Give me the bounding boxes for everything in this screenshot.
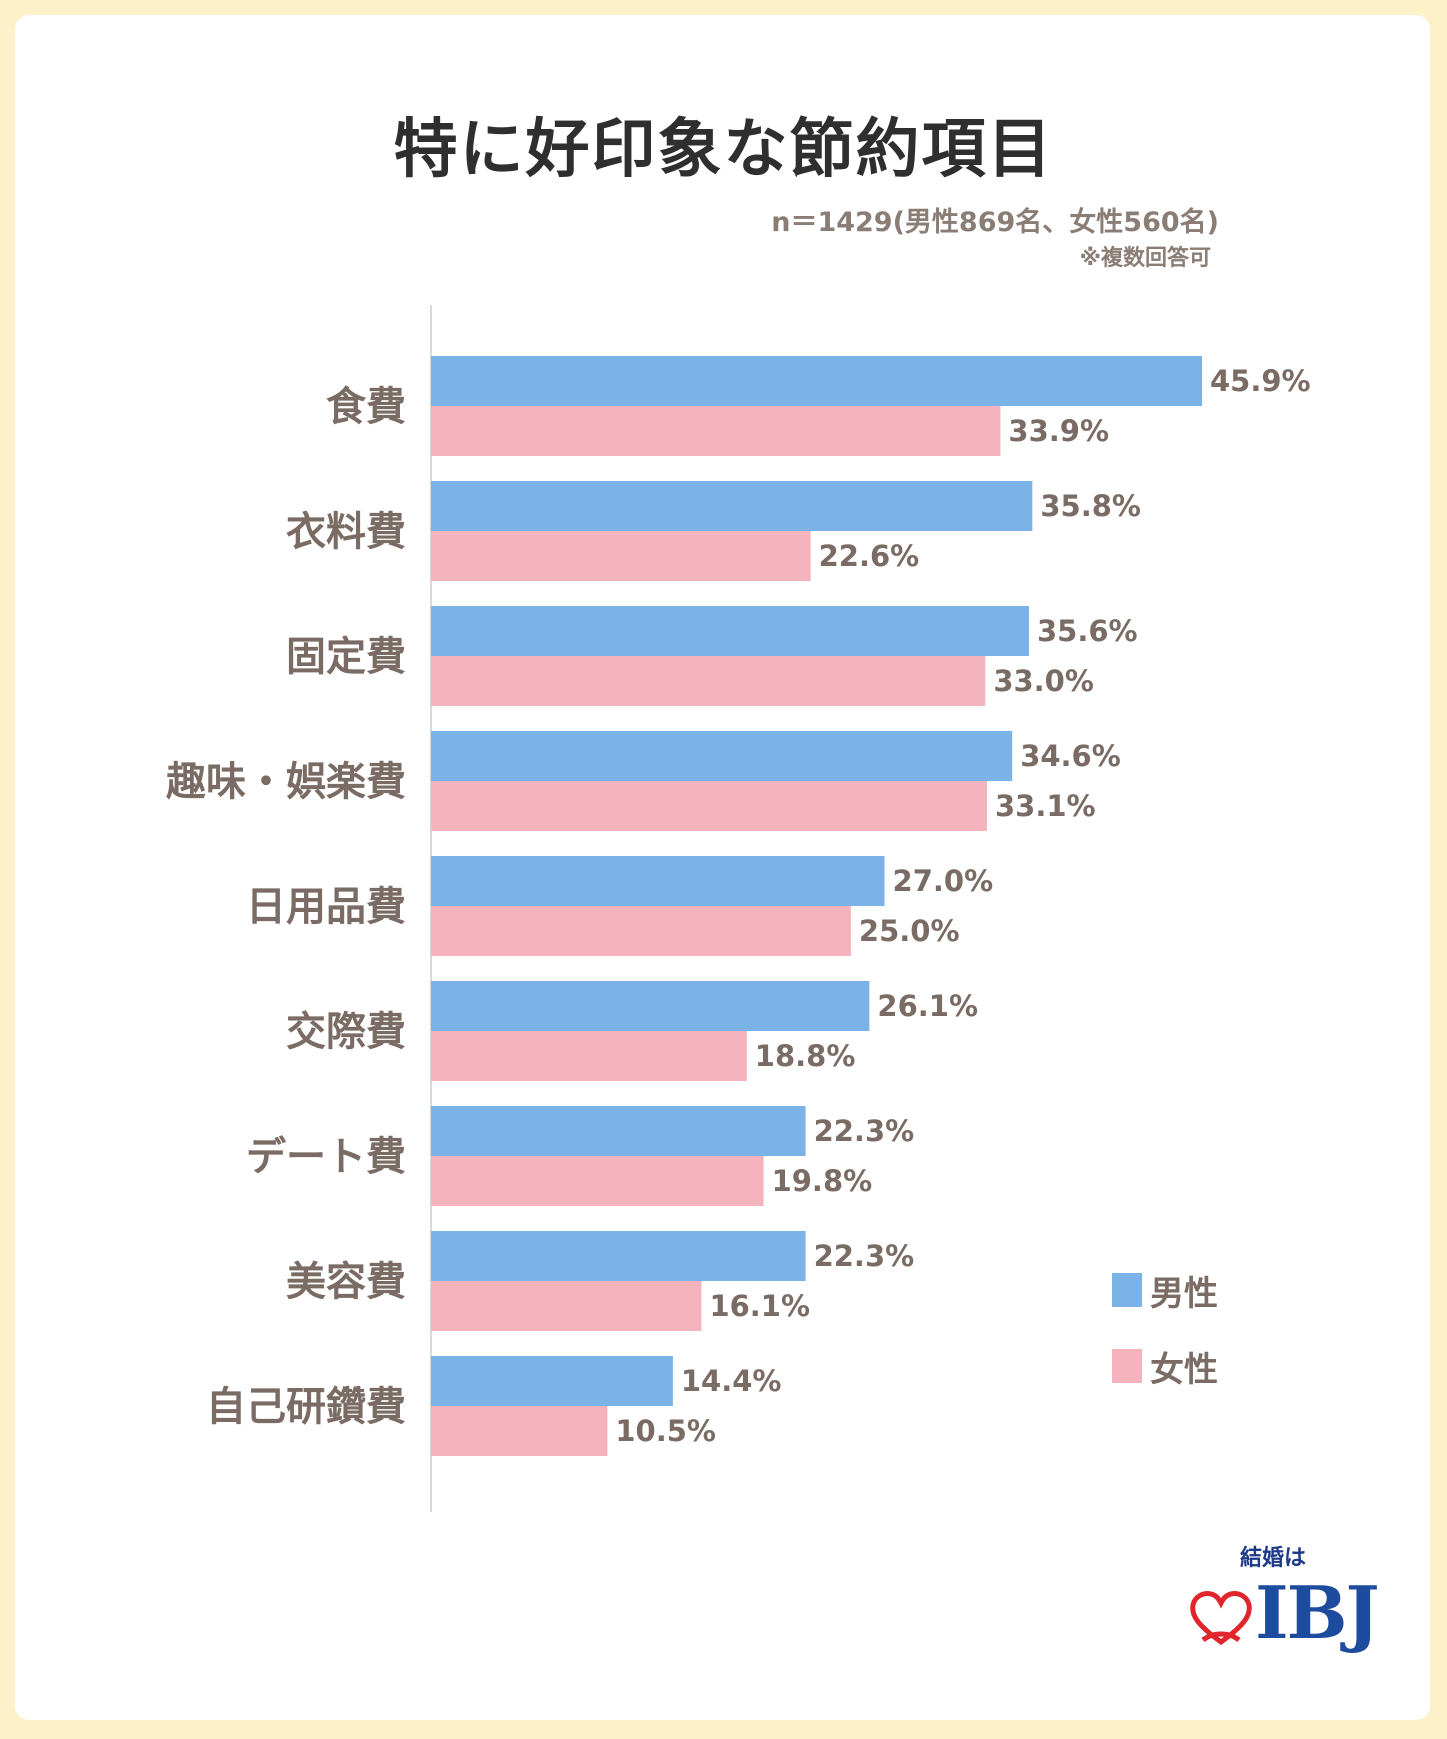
legend-item-male: 男性 [1112,1273,1218,1314]
bar-male [431,1356,673,1406]
multiple-answer-note: ※複数回答可 [1079,246,1211,271]
value-label-female: 33.9% [1008,414,1109,448]
bar-female [431,1406,608,1456]
category-label: 趣味・娯楽費 [166,759,406,805]
bar-male [431,856,885,906]
value-label-female: 25.0% [859,914,960,948]
bar-male [431,731,1013,781]
category-label: デート費 [246,1134,406,1180]
value-label-female: 33.1% [995,789,1096,823]
bar-female [431,1031,747,1081]
value-label-female: 16.1% [709,1289,810,1323]
bar-female [431,531,811,581]
category-label: 日用品費 [246,884,406,930]
chart-title: 特に好印象な節約項目 [393,113,1054,187]
value-label-male: 14.4% [681,1364,782,1398]
value-label-male: 45.9% [1210,364,1311,398]
bar-female [431,781,987,831]
category-label: 自己研鑽費 [206,1384,406,1430]
legend-label-female: 女性 [1150,1349,1218,1390]
value-label-female: 33.0% [993,664,1094,698]
bar-male [431,356,1202,406]
value-label-male: 22.3% [814,1114,915,1148]
heart-icon [1190,1591,1252,1646]
value-label-male: 34.6% [1020,739,1121,773]
bar-male [431,981,870,1031]
bar-female [431,656,986,706]
value-label-male: 22.3% [814,1239,915,1273]
legend-label-male: 男性 [1150,1273,1218,1314]
bar-male [431,481,1033,531]
ibj-logo: 結婚は IBJ [1185,1540,1385,1670]
value-label-male: 26.1% [877,989,978,1023]
bar-female [431,1156,764,1206]
bar-male [431,1231,806,1281]
legend-swatch-male [1112,1273,1142,1307]
value-label-male: 35.8% [1040,489,1141,523]
value-label-female: 18.8% [755,1039,856,1073]
value-label-male: 35.6% [1037,614,1138,648]
value-label-female: 19.8% [772,1164,873,1198]
category-label: 固定費 [286,634,406,680]
bar-female [431,406,1001,456]
logo-tagline: 結婚は [1240,1545,1307,1571]
category-label: 交際費 [286,1009,406,1055]
logo-wordmark: IBJ [1255,1570,1380,1655]
sample-size-note: n＝1429(男性869名、女性560名) [771,207,1219,238]
value-label-female: 22.6% [819,539,920,573]
bar-male [431,1106,806,1156]
category-label: 食費 [326,384,406,430]
bar-female [431,1281,702,1331]
bar-female [431,906,851,956]
category-label: 衣料費 [286,509,406,555]
category-label: 美容費 [286,1259,406,1305]
legend-swatch-female [1112,1349,1142,1383]
value-label-male: 27.0% [893,864,994,898]
bar-male [431,606,1029,656]
legend: 男性 女性 [1112,1273,1218,1425]
legend-item-female: 女性 [1112,1349,1218,1390]
value-label-female: 10.5% [615,1414,716,1448]
